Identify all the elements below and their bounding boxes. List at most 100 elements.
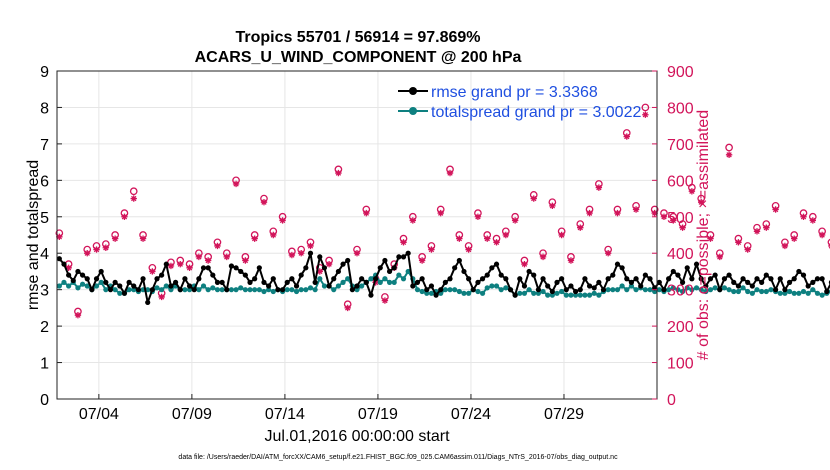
rmse-point: [642, 272, 648, 278]
y-left-tick-label: 9: [40, 64, 49, 81]
obs-possible-marker: [129, 187, 138, 196]
obs-assimilated-marker: [428, 246, 435, 253]
rmse-point: [605, 276, 611, 282]
obs-assimilated-marker: [446, 169, 454, 177]
rmse-point: [712, 272, 718, 278]
rmse-point: [470, 287, 476, 293]
rmse-point: [689, 276, 695, 282]
rmse-point: [652, 285, 658, 291]
x-tick-label: 07/19: [358, 406, 398, 423]
obs-assimilated-marker: [679, 224, 686, 231]
obs-assimilated-marker: [800, 213, 807, 220]
totalspread-point: [707, 287, 714, 293]
obs-assimilated-marker: [697, 199, 705, 206]
totalspread-point: [112, 287, 118, 293]
rmse-point: [233, 265, 239, 271]
obs-assimilated-marker: [632, 206, 640, 213]
totalspread-point: [647, 287, 653, 293]
totalspread-point: [549, 292, 555, 298]
rmse-point: [805, 283, 811, 289]
obs-assimilated-marker: [735, 239, 742, 246]
obs-assimilated-marker: [111, 235, 119, 242]
totalspread-point: [596, 292, 602, 298]
obs-assimilated-marker: [288, 251, 296, 259]
rmse-point: [456, 257, 462, 264]
totalspread-point: [331, 287, 337, 293]
obs-assimilated-marker: [623, 133, 630, 140]
obs-assimilated-marker: [74, 311, 82, 319]
rmse-point: [666, 276, 672, 282]
obs-assimilated-marker: [781, 242, 789, 250]
totalspread-point: [689, 287, 695, 293]
rmse-point: [824, 288, 830, 295]
y-right-tick-label: 500: [667, 210, 694, 227]
obs-assimilated-marker: [381, 297, 389, 304]
obs-assimilated-marker: [586, 209, 593, 217]
rmse-point: [107, 287, 114, 293]
totalspread-point: [819, 292, 825, 298]
totalspread-point: [168, 287, 174, 293]
rmse-point: [442, 279, 448, 285]
totalspread-point: [805, 290, 811, 296]
totalspread-point: [791, 290, 797, 296]
tick-layer: [57, 70, 657, 400]
rmse-point: [363, 279, 369, 285]
obs-assimilated-marker: [260, 199, 268, 206]
rmse-point: [619, 265, 625, 271]
totalspread-point: [493, 283, 500, 289]
rmse-point: [93, 276, 100, 282]
rmse-point: [540, 276, 546, 282]
obs-assimilated-marker: [204, 257, 212, 264]
rmse-point: [638, 283, 644, 289]
obs-assimilated-marker: [595, 184, 603, 191]
totalspread-point: [693, 285, 700, 291]
rmse-point: [173, 279, 179, 285]
totalspread-point: [712, 285, 718, 291]
totalspread-point: [619, 283, 625, 289]
chart-title-line1: Tropics 55701 / 56914 = 97.869%: [235, 29, 480, 46]
rmse-point: [484, 272, 490, 278]
totalspread-point: [777, 290, 783, 296]
totalspread-point: [186, 287, 193, 293]
rmse-point: [275, 287, 281, 293]
totalspread-point: [214, 287, 221, 293]
rmse-point: [103, 279, 109, 285]
obs-assimilated-marker: [530, 195, 537, 202]
legend-rmse-label: rmse grand pr = 3.3368: [431, 84, 598, 101]
rmse-point: [507, 287, 514, 293]
rmse-point: [159, 272, 165, 278]
x-tick-label: 07/29: [544, 406, 584, 423]
totalspread-point: [233, 287, 239, 293]
totalspread-point: [582, 292, 588, 298]
totalspread-point: [210, 285, 216, 291]
totalspread-point: [763, 288, 769, 295]
rmse-point: [307, 250, 314, 256]
obs-assimilated-marker: [772, 206, 779, 213]
y-left-tick-label: 8: [40, 100, 49, 117]
totalspread-point: [61, 279, 67, 285]
rmse-point: [247, 279, 253, 285]
totalspread-point: [228, 287, 235, 293]
rmse-point: [210, 272, 216, 278]
totalspread-point: [563, 292, 569, 298]
rmse-point: [786, 279, 793, 285]
rmse-point: [721, 276, 728, 282]
obs-assimilated-marker: [456, 235, 463, 242]
totalspread-point: [521, 290, 528, 296]
rmse-point: [154, 276, 160, 282]
rmse-point: [466, 276, 472, 282]
obs-assimilated-marker: [335, 169, 342, 177]
rmse-point: [703, 283, 709, 289]
x-axis-label: Jul.01,2016 00:00:00 start: [264, 428, 450, 445]
rmse-point: [182, 276, 188, 282]
totalspread-point: [159, 287, 165, 293]
y-left-tick-label: 7: [40, 137, 49, 154]
rmse-point: [75, 268, 81, 275]
totalspread-point: [535, 290, 542, 296]
obs-assimilated-marker: [744, 246, 751, 253]
rmse-point: [819, 276, 825, 282]
totalspread-point: [396, 272, 402, 278]
totalspread-point: [484, 285, 490, 291]
obs-assimilated-marker: [344, 304, 351, 312]
totalspread-point: [335, 283, 341, 289]
